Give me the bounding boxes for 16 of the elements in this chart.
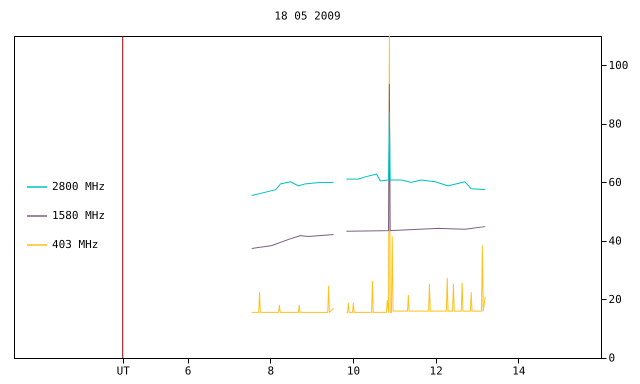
x-tick-label: 14 bbox=[512, 364, 526, 378]
y-tick-label: 80 bbox=[608, 117, 622, 130]
y-tick-label: 100 bbox=[608, 58, 628, 72]
x-tick-label: 10 bbox=[346, 364, 360, 378]
x-tick-label: UT bbox=[116, 364, 130, 378]
x-tick-label: 8 bbox=[267, 364, 274, 378]
y-tick-label: 40 bbox=[608, 234, 622, 248]
y-tick-label: 20 bbox=[608, 292, 622, 306]
legend-label: 1580 MHz bbox=[52, 209, 105, 222]
x-tick-label: 6 bbox=[184, 364, 192, 378]
chart-title: 18 05 2009 bbox=[274, 10, 341, 22]
legend-label: 2800 MHz bbox=[52, 180, 105, 193]
y-tick-label: 0 bbox=[608, 352, 616, 364]
y-tick-label: 60 bbox=[608, 176, 622, 189]
x-tick-label: 12 bbox=[430, 364, 443, 378]
legend-label: 403 MHz bbox=[52, 238, 98, 251]
